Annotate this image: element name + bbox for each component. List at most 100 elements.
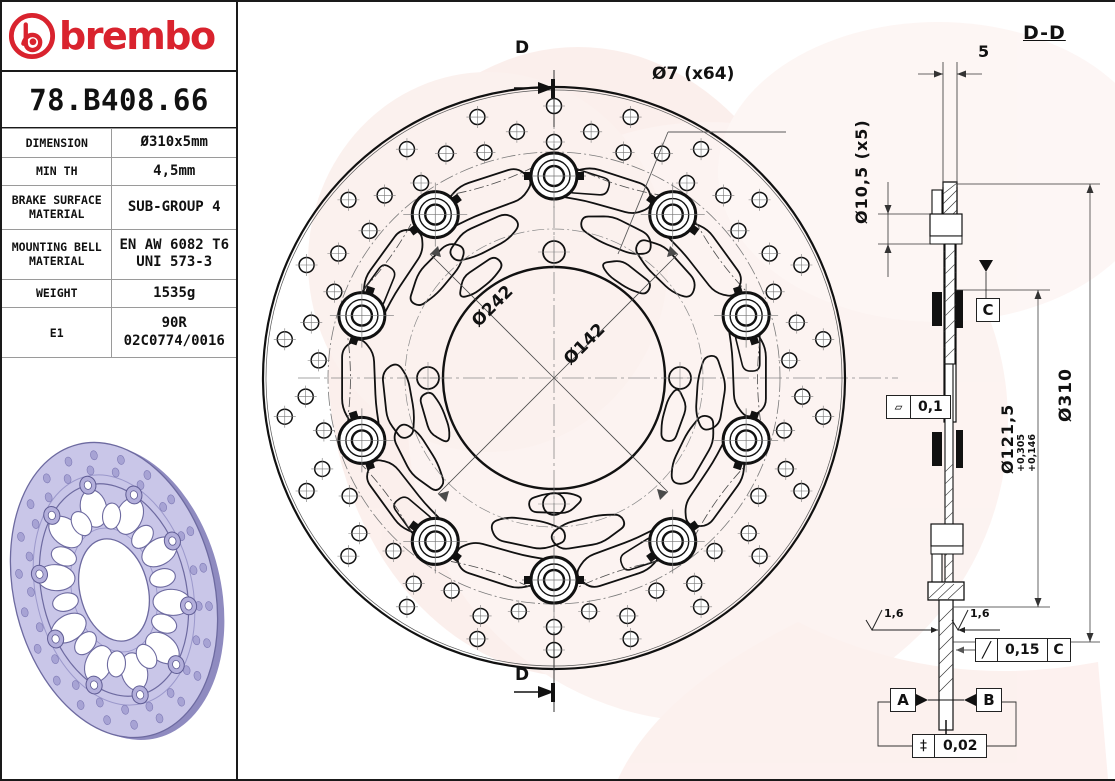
render-hole bbox=[15, 569, 23, 579]
bell-bore-dim-label: Ø121,5 bbox=[998, 403, 1017, 474]
bell-window bbox=[670, 414, 715, 485]
render-hole bbox=[192, 635, 201, 646]
table-row: MIN TH 4,5mm bbox=[2, 156, 236, 186]
table-row: DIMENSION Ø310x5mm bbox=[2, 128, 236, 158]
table-row: E1 90R 02C0774/0016 bbox=[2, 307, 236, 359]
bobbin-section-upper bbox=[929, 189, 963, 245]
runout-value: 0,15 bbox=[998, 639, 1048, 661]
engineering-drawing bbox=[261, 22, 1115, 779]
roughness-symbols bbox=[865, 609, 1000, 633]
render-hole bbox=[189, 565, 198, 576]
drilled-hole bbox=[737, 522, 760, 545]
drilled-hole bbox=[295, 254, 318, 277]
drilled-hole bbox=[410, 172, 433, 195]
drilled-hole bbox=[338, 485, 361, 507]
render-hole bbox=[35, 622, 44, 633]
drilled-hole bbox=[295, 479, 318, 502]
drilled-hole bbox=[683, 572, 706, 595]
render-hole bbox=[51, 654, 59, 665]
spec-key-min-th: MIN TH bbox=[2, 156, 113, 186]
drilled-hole bbox=[727, 219, 750, 242]
disc-3d-illustration bbox=[9, 441, 225, 740]
drilled-hole bbox=[273, 405, 296, 428]
section-marker-bottom bbox=[514, 632, 555, 712]
spec-value-mounting-bell-material: EN AW 6082 T6 UNI 573-3 bbox=[111, 228, 236, 280]
drilled-hole bbox=[395, 595, 418, 618]
runout-control-frame: ╱ 0,15 C bbox=[975, 638, 1071, 662]
drilled-hole bbox=[612, 141, 635, 164]
render-hole bbox=[20, 607, 29, 618]
product-render bbox=[2, 402, 236, 779]
drilled-hole bbox=[294, 385, 317, 408]
bell-window bbox=[490, 516, 566, 550]
runout-symbol-icon: ╱ bbox=[976, 639, 998, 661]
render-hole bbox=[25, 551, 34, 562]
render-hole bbox=[33, 643, 42, 654]
render-hole bbox=[166, 688, 175, 698]
drilled-hole bbox=[790, 479, 813, 502]
bell-bore-dimension bbox=[953, 289, 1050, 608]
part-number-cell: 78.B408.66 bbox=[2, 72, 236, 128]
render-window bbox=[151, 613, 178, 634]
runout-datum: C bbox=[1053, 642, 1064, 658]
render-window bbox=[101, 502, 122, 530]
hole-callout-label: Ø7 (x64) bbox=[652, 64, 735, 84]
datum-c-box: C bbox=[976, 298, 1000, 322]
datum-c-leader bbox=[979, 260, 993, 299]
render-hole bbox=[53, 675, 61, 686]
render-window bbox=[70, 511, 93, 537]
drilled-hole bbox=[337, 545, 360, 568]
bobbin-block bbox=[956, 430, 963, 468]
drilled-hole bbox=[323, 280, 346, 303]
bell-window bbox=[580, 215, 652, 255]
render-window bbox=[131, 524, 154, 549]
render-bobbin bbox=[131, 685, 149, 705]
bobbin-block bbox=[932, 432, 942, 466]
drilled-hole bbox=[762, 280, 785, 303]
outer-diameter-label: Ø310 bbox=[1056, 368, 1076, 422]
floating-bobbin bbox=[403, 182, 468, 247]
runout-leader bbox=[956, 646, 976, 654]
part-number: 78.B408.66 bbox=[29, 82, 209, 117]
render-hole bbox=[193, 671, 202, 681]
floating-bobbin bbox=[714, 408, 779, 473]
section-marker-top bbox=[514, 70, 555, 127]
render-bobbin bbox=[43, 505, 61, 525]
drilled-hole bbox=[778, 349, 801, 372]
bell-window bbox=[393, 423, 445, 491]
table-row: MOUNTING BELL MATERIAL EN AW 6082 T6 UNI 5… bbox=[2, 228, 236, 280]
bell-window bbox=[459, 256, 503, 298]
section-view-dd bbox=[865, 62, 1100, 747]
specifications-table: DIMENSION Ø310x5mm MIN TH 4,5mm BRAKE SU… bbox=[2, 128, 236, 359]
dim-242-leader-opposite bbox=[437, 377, 555, 502]
spec-key-dimension: DIMENSION bbox=[2, 128, 113, 158]
section-title-dd: D-D bbox=[1023, 22, 1066, 44]
drilled-hole bbox=[505, 120, 528, 143]
drilled-hole bbox=[748, 188, 771, 211]
hub-small-hole bbox=[538, 488, 570, 520]
drilled-hole bbox=[402, 572, 425, 595]
flatness-value: 0,1 bbox=[918, 399, 943, 415]
render-bobbin bbox=[79, 475, 97, 495]
bell-window bbox=[550, 513, 626, 550]
render-hole bbox=[182, 665, 191, 676]
render-bobbin bbox=[125, 485, 143, 505]
datum-b-box: B bbox=[976, 688, 1002, 712]
render-hole bbox=[186, 526, 195, 537]
spec-key-brake-surface-material: BRAKE SURFACE MATERIAL bbox=[2, 185, 113, 230]
datum-a-box: A bbox=[890, 688, 916, 712]
render-hole bbox=[159, 502, 167, 512]
bell-window bbox=[419, 391, 451, 443]
render-hole bbox=[17, 531, 25, 542]
symmetry-symbol-icon: ‡ bbox=[913, 735, 935, 757]
drilled-hole bbox=[690, 138, 713, 161]
render-hole bbox=[64, 456, 73, 467]
drilled-hole bbox=[543, 131, 565, 153]
drilled-hole bbox=[774, 457, 797, 480]
flatness-control-frame: ▱ 0,1 bbox=[886, 395, 951, 419]
dim-142-leader-opposite bbox=[553, 377, 669, 500]
background-watermark bbox=[308, 22, 1115, 779]
technical-drawing-area: Ø7 (x64) Ø242 Ø142 D D D-D 5 Ø10,5 (x5) … bbox=[238, 2, 1115, 779]
render-hole bbox=[155, 713, 164, 724]
drilled-hole bbox=[358, 219, 381, 242]
